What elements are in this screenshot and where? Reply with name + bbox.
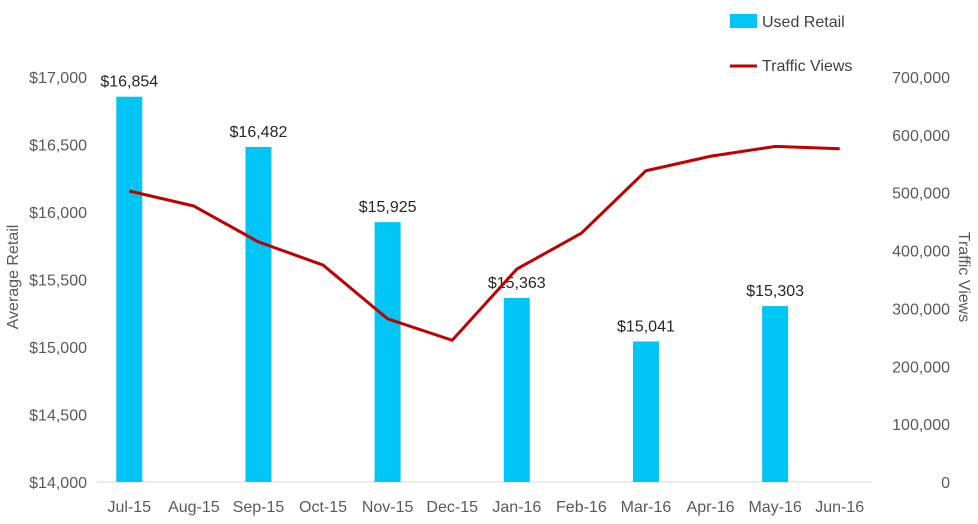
bar <box>374 222 401 482</box>
line-series <box>128 144 840 342</box>
legend-label-traffic-views: Traffic Views <box>762 58 852 75</box>
traffic-views-line <box>128 144 840 342</box>
y-axis-left: $14,000 $14,500 $15,000 $15,500 $16,000 $16,5… <box>29 70 87 492</box>
y2-tick-label: 500,000 <box>892 186 950 203</box>
bar-data-label: $16,854 <box>100 74 158 91</box>
x-tick-label: Sep-15 <box>233 499 285 516</box>
bar <box>245 146 272 482</box>
bar-data-label: $16,482 <box>230 124 288 141</box>
bar-series <box>116 96 789 483</box>
bar-data-label: $15,303 <box>746 283 804 300</box>
x-tick-label: Jan-16 <box>492 499 541 516</box>
y2-tick-label: 700,000 <box>892 70 950 87</box>
y-tick-label: $14,000 <box>29 475 87 492</box>
y2-tick-label: 100,000 <box>892 417 950 434</box>
x-tick-label: Dec-15 <box>426 499 478 516</box>
bar <box>762 306 789 482</box>
bar <box>116 96 143 483</box>
legend-label-used-retail: Used Retail <box>762 14 845 31</box>
bar-data-labels: $16,854 $16,482 $15,925 $15,363 $15,041 $15,3… <box>100 74 804 336</box>
x-tick-label: Nov-15 <box>362 499 414 516</box>
y-tick-label: $16,000 <box>29 205 87 222</box>
y2-axis-title: Traffic Views <box>955 232 972 322</box>
x-tick-label: Oct-15 <box>299 499 347 516</box>
y-axis-right: 0 100,000 200,000 300,000 400,000 500,000 600,… <box>892 70 950 492</box>
legend: Used Retail Traffic Views <box>730 14 852 75</box>
y-tick-label: $16,500 <box>29 138 87 155</box>
y-tick-label: $15,000 <box>29 340 87 357</box>
legend-swatch-used-retail <box>730 14 757 28</box>
bar-data-label: $15,041 <box>617 318 675 335</box>
y2-tick-label: 600,000 <box>892 128 950 145</box>
x-tick-label: Jul-15 <box>108 499 152 516</box>
x-tick-label: Aug-15 <box>168 499 220 516</box>
y-axis-title: Average Retail <box>5 225 22 330</box>
y2-tick-label: 200,000 <box>892 359 950 376</box>
y-tick-label: $15,500 <box>29 273 87 290</box>
y2-tick-label: 400,000 <box>892 244 950 261</box>
x-tick-label: Jun-16 <box>815 499 864 516</box>
bar-data-label: $15,363 <box>488 275 546 292</box>
y-tick-label: $17,000 <box>29 70 87 87</box>
bar-data-label: $15,925 <box>359 199 417 216</box>
x-tick-label: Feb-16 <box>556 499 607 516</box>
y-tick-label: $14,500 <box>29 408 87 425</box>
x-tick-label: Mar-16 <box>621 499 672 516</box>
x-tick-label: May-16 <box>748 499 801 516</box>
y2-tick-label: 0 <box>941 475 950 492</box>
x-axis: Jul-15 Aug-15 Sep-15 Oct-15 Nov-15 Dec-15 Jan-… <box>108 499 865 516</box>
x-tick-label: Apr-16 <box>687 499 735 516</box>
bar <box>632 341 659 482</box>
y2-tick-label: 300,000 <box>892 301 950 318</box>
bar <box>503 297 530 482</box>
